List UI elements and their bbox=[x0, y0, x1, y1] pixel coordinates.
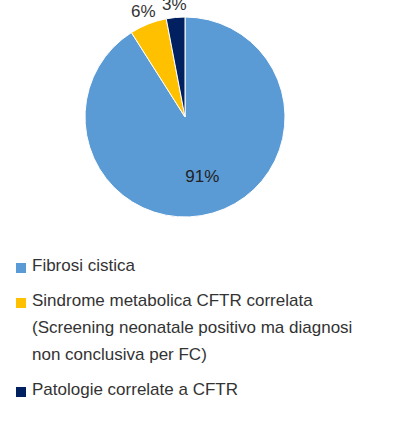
svg-text:3%: 3% bbox=[162, 0, 187, 14]
html-text:Sindrome metabolica CFTR corre: Sindrome metabolica CFTR correlata (Scre… bbox=[32, 291, 353, 364]
html-text:Patologie correlate a CFTR: Patologie correlate a CFTR bbox=[32, 380, 238, 399]
html-text:Fibrosi cistica: Fibrosi cistica bbox=[32, 256, 135, 275]
svg-text:6%: 6% bbox=[131, 2, 156, 21]
svg-text:91%: 91% bbox=[185, 167, 219, 186]
